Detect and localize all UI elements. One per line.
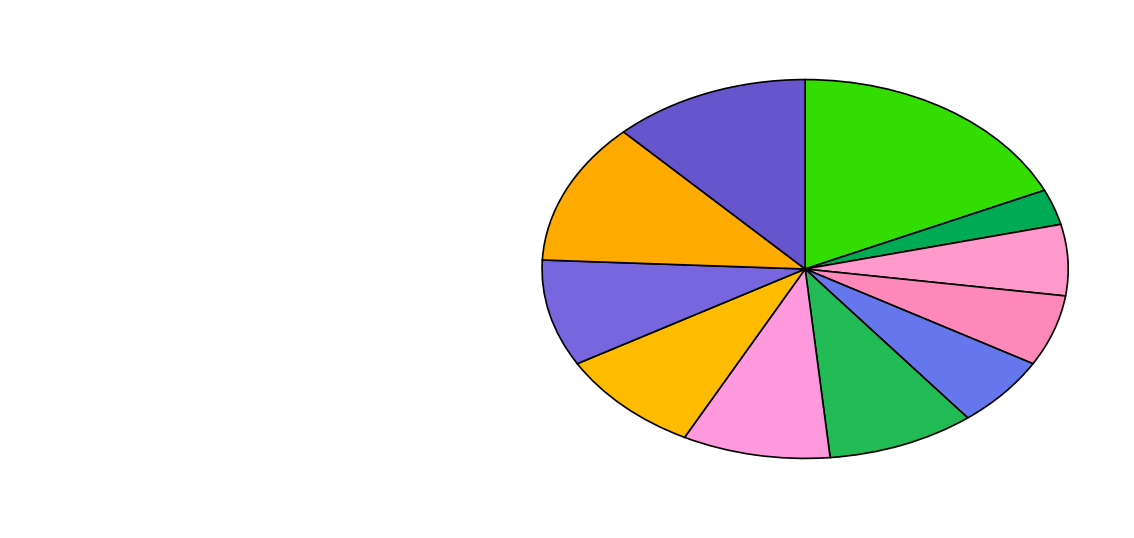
Wedge shape	[624, 80, 805, 269]
Wedge shape	[542, 132, 805, 269]
Wedge shape	[805, 269, 1033, 418]
Wedge shape	[542, 260, 805, 364]
Legend: endometrium - 18.00 %, breast - 12.00 %, lung - 12.00 %, central_nervous_system : endometrium - 18.00 %, breast - 12.00 %,…	[17, 18, 441, 291]
Wedge shape	[805, 269, 967, 457]
Wedge shape	[805, 224, 1068, 296]
Wedge shape	[805, 190, 1060, 269]
Wedge shape	[805, 80, 1044, 269]
Wedge shape	[685, 269, 830, 458]
Wedge shape	[577, 269, 805, 437]
Wedge shape	[805, 269, 1066, 364]
